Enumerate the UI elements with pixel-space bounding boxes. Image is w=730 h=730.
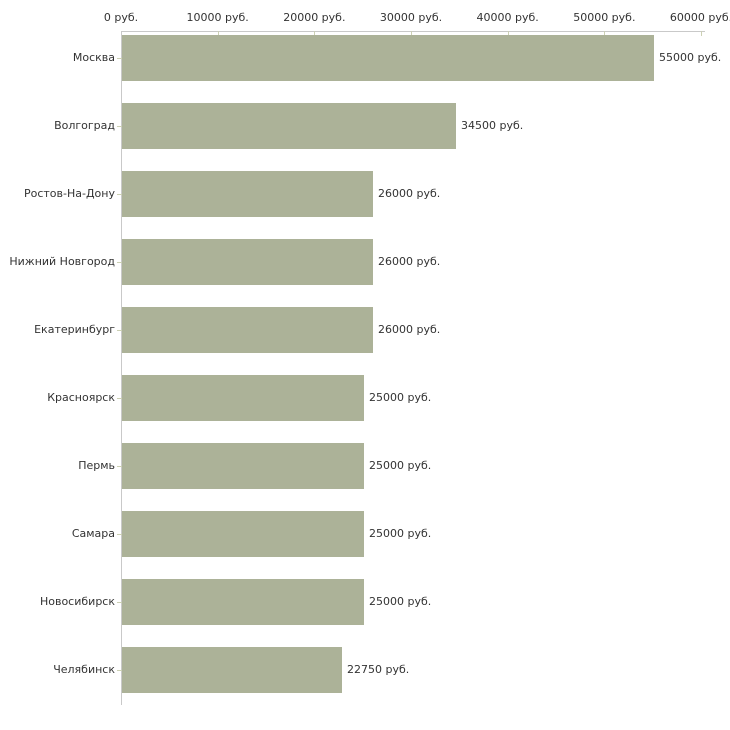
category-label: Самара xyxy=(71,527,115,540)
bar xyxy=(122,375,364,421)
x-axis-tick-mark xyxy=(701,31,702,36)
x-axis-tick-label: 60000 руб. xyxy=(669,11,730,24)
x-axis-tick-mark xyxy=(218,31,219,36)
bar xyxy=(122,443,364,489)
y-axis-tick-mark xyxy=(117,126,122,127)
x-axis-tick-mark xyxy=(314,31,315,36)
bar xyxy=(122,647,342,693)
value-label: 55000 руб. xyxy=(659,51,722,64)
y-axis-tick-mark xyxy=(117,602,122,603)
x-axis-tick-label: 10000 руб. xyxy=(186,11,249,24)
value-label: 25000 руб. xyxy=(369,527,432,540)
y-axis-tick-mark xyxy=(117,398,122,399)
value-label: 25000 руб. xyxy=(369,595,432,608)
y-axis-tick-mark xyxy=(117,670,122,671)
value-label: 26000 руб. xyxy=(378,187,441,200)
value-label: 22750 руб. xyxy=(347,663,410,676)
category-label: Волгоград xyxy=(54,119,115,132)
bar xyxy=(122,511,364,557)
bar xyxy=(122,307,373,353)
x-axis-tick-label: 30000 руб. xyxy=(379,11,443,24)
y-axis-tick-mark xyxy=(117,58,122,59)
category-label: Нижний Новгород xyxy=(9,255,115,268)
category-label: Новосибирск xyxy=(39,595,115,608)
bar xyxy=(122,35,654,81)
category-label: Пермь xyxy=(78,459,115,472)
y-axis-tick-mark xyxy=(117,534,122,535)
x-axis-line xyxy=(121,31,705,32)
y-axis-tick-mark xyxy=(117,330,122,331)
bar xyxy=(122,579,364,625)
value-label: 34500 руб. xyxy=(461,119,524,132)
x-axis-tick-label: 20000 руб. xyxy=(283,11,346,24)
y-axis-line xyxy=(121,31,122,705)
x-axis-tick-mark xyxy=(411,31,412,36)
x-axis-tick-mark xyxy=(604,31,605,36)
category-label: Ростов-На-Дону xyxy=(23,187,115,200)
bar xyxy=(122,103,456,149)
category-label: Красноярск xyxy=(47,391,115,404)
x-axis-tick-label: 0 руб. xyxy=(103,11,139,24)
category-label: Челябинск xyxy=(53,663,115,676)
value-label: 25000 руб. xyxy=(369,391,432,404)
bar xyxy=(122,239,373,285)
y-axis-tick-mark xyxy=(117,466,122,467)
category-label: Москва xyxy=(72,51,115,64)
value-label: 26000 руб. xyxy=(378,323,441,336)
y-axis-tick-mark xyxy=(117,262,122,263)
category-label: Екатеринбург xyxy=(34,323,115,336)
x-axis-tick-label: 50000 руб. xyxy=(573,11,636,24)
value-label: 26000 руб. xyxy=(378,255,441,268)
x-axis-tick-mark xyxy=(508,31,509,36)
y-axis-tick-mark xyxy=(117,194,122,195)
value-label: 25000 руб. xyxy=(369,459,432,472)
x-axis-tick-label: 40000 руб. xyxy=(476,11,539,24)
bar xyxy=(122,171,373,217)
